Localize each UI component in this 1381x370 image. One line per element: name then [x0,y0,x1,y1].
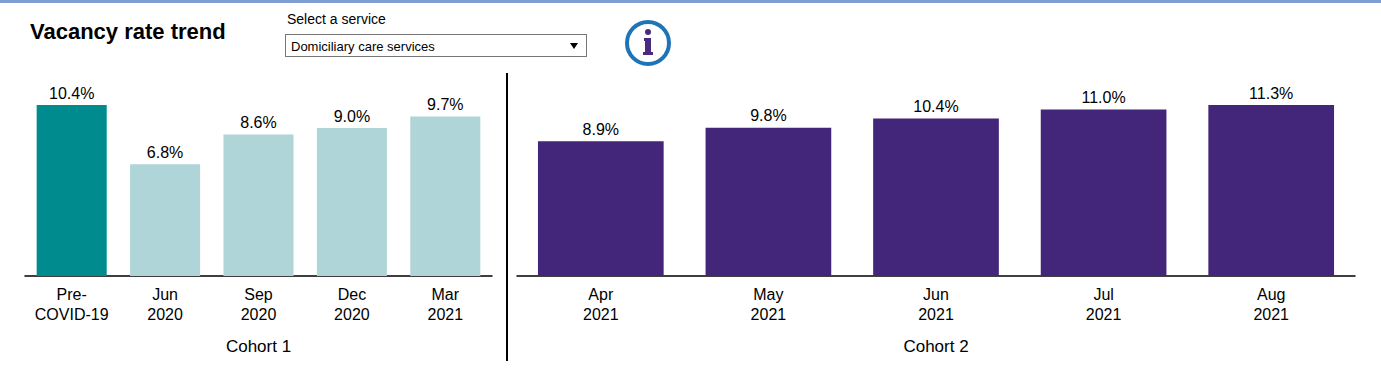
svg-text:10.4%: 10.4% [913,98,958,115]
svg-text:COVID-19: COVID-19 [35,306,109,323]
svg-text:Dec: Dec [338,286,366,303]
svg-text:9.0%: 9.0% [334,108,370,125]
svg-text:11.0%: 11.0% [1082,89,1126,106]
svg-text:2021: 2021 [918,306,954,323]
html-text:Select a service: Select a service [287,11,386,27]
svg-text:May: May [753,286,783,303]
svg-text:6.8%: 6.8% [147,144,183,161]
svg-text:Jul: Jul [1093,286,1113,303]
svg-text:Cohort 2: Cohort 2 [903,337,968,356]
svg-text:11.3%: 11.3% [1249,85,1293,102]
svg-text:2021: 2021 [1086,306,1122,323]
html-text:Vacancy rate trend: Vacancy rate trend [30,19,226,44]
svg-text:2020: 2020 [147,306,183,323]
svg-text:8.9%: 8.9% [583,121,619,138]
svg-text:9.8%: 9.8% [750,107,786,124]
svg-text:Jun: Jun [152,286,178,303]
svg-text:2021: 2021 [751,306,787,323]
svg-text:Pre-: Pre- [57,286,87,303]
svg-text:2021: 2021 [428,306,464,323]
svg-text:2021: 2021 [583,306,619,323]
html-text:Domiciliary care services: Domiciliary care services [291,39,435,54]
svg-text:2020: 2020 [334,306,370,323]
svg-text:Sep: Sep [244,286,273,303]
svg-text:2020: 2020 [241,306,277,323]
svg-text:2021: 2021 [1253,306,1289,323]
svg-text:8.6%: 8.6% [240,114,276,131]
svg-text:9.7%: 9.7% [427,96,463,113]
svg-text:Cohort 1: Cohort 1 [226,337,291,356]
svg-text:Apr: Apr [588,286,614,303]
svg-text:Jun: Jun [923,286,949,303]
svg-text:10.4%: 10.4% [49,85,94,102]
svg-text:Aug: Aug [1257,286,1285,303]
svg-text:Mar: Mar [432,286,460,303]
